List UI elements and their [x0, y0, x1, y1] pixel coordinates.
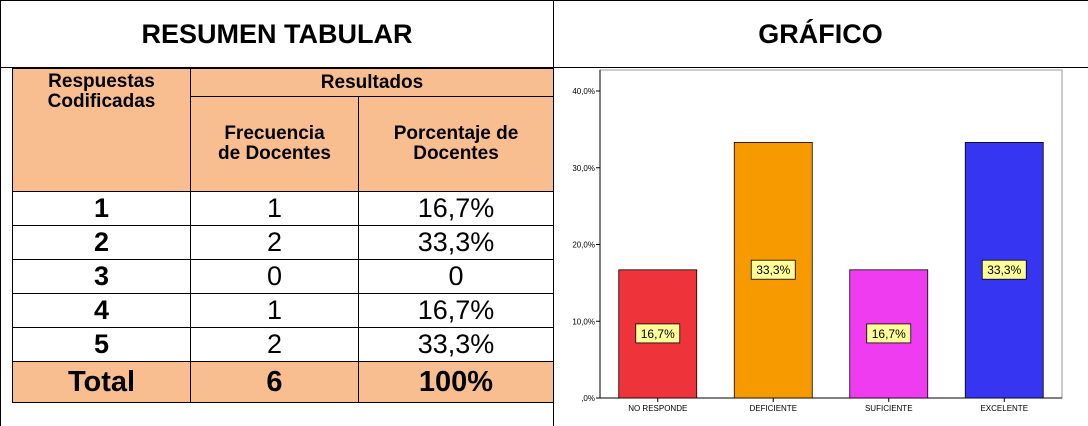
right-title: GRÁFICO: [553, 0, 1088, 68]
table-cell: 2: [12, 225, 191, 260]
value-label: 33,3%: [756, 263, 790, 277]
label-box: [866, 323, 912, 344]
table-row: 1 1 16,7%: [12, 191, 555, 226]
chart: ,0% 10,0% 20,0% 30,0% 40,0% NO RESPONDE 16,7% D…: [572, 69, 1063, 413]
header-cell: Respuestas Codificadas: [12, 68, 191, 192]
y-tick-label: 10,0%: [572, 317, 595, 326]
x-tick-label: SUFICIENTE: [865, 404, 913, 413]
table-cell: 2: [190, 225, 359, 260]
value-label: 33,3%: [987, 263, 1021, 277]
table-cell: Total: [12, 361, 191, 403]
bar: [849, 269, 929, 399]
table-cell: 33,3%: [357, 327, 555, 362]
table-row: 4 1 16,7%: [12, 293, 555, 328]
value-label: 16,7%: [872, 327, 906, 341]
label-box: [750, 259, 796, 280]
table-row: 5 2 33,3%: [12, 327, 555, 362]
label-box: [981, 259, 1027, 280]
header-cell: Porcentaje de Docentes: [357, 96, 555, 192]
table-cell: 1: [190, 293, 359, 328]
table-cell: 2: [190, 327, 359, 362]
x-tick-label: NO RESPONDE: [628, 404, 687, 413]
y-tick-label: 40,0%: [572, 87, 595, 96]
x-tick-label: EXCELENTE: [980, 404, 1028, 413]
table-row: Total 6 100%: [12, 361, 555, 403]
border: [0, 68, 1, 426]
table-cell: 6: [190, 361, 359, 403]
y-tick-label: 30,0%: [572, 164, 595, 173]
table-cell: 16,7%: [357, 191, 555, 226]
summary-table: Respuestas Codificadas Resultados Frecue…: [12, 68, 555, 403]
table-cell: 4: [12, 293, 191, 328]
value-label: 16,7%: [641, 327, 675, 341]
table-cell: 1: [12, 191, 191, 226]
y-tick-label: 20,0%: [572, 241, 595, 250]
table-cell: 0: [357, 259, 555, 294]
table-cell: 33,3%: [357, 225, 555, 260]
header-cell: Frecuencia de Docentes: [190, 96, 359, 192]
table-cell: 3: [12, 259, 191, 294]
table-cell: 0: [190, 259, 359, 294]
table-row: 2 2 33,3%: [12, 225, 555, 260]
left-title: RESUMEN TABULAR: [0, 0, 554, 68]
table-cell: 100%: [357, 361, 555, 403]
header-cell: Resultados: [189, 68, 555, 97]
y-tick-label: ,0%: [581, 394, 595, 403]
x-tick-label: DEFICIENTE: [749, 404, 797, 413]
table-cell: 1: [190, 191, 359, 226]
label-box: [635, 323, 681, 344]
table-cell: 5: [12, 327, 191, 362]
table-cell: 16,7%: [357, 293, 555, 328]
